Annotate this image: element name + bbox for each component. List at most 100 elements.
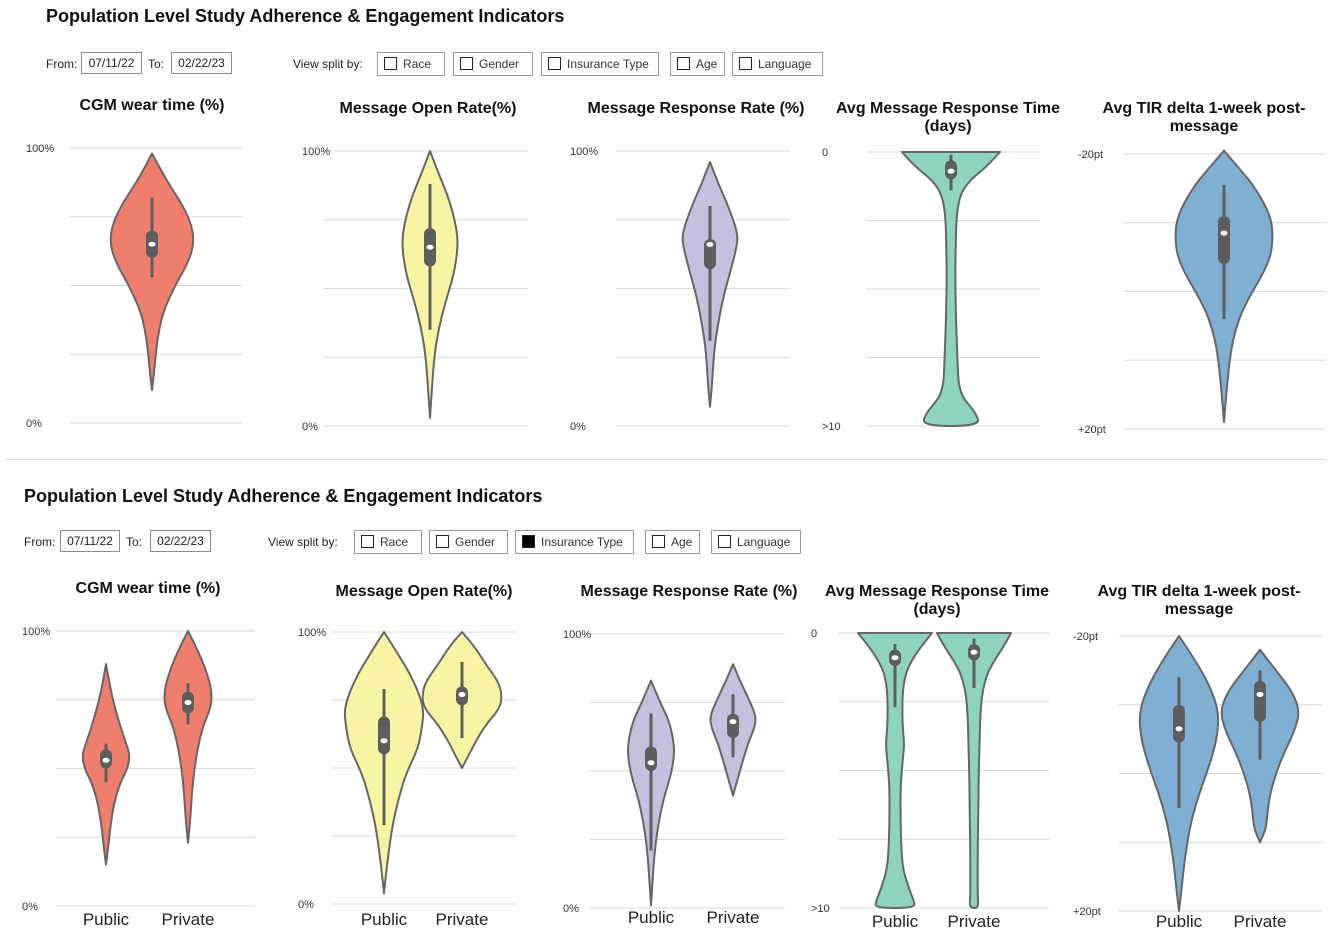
x-category-label: Private — [436, 910, 489, 929]
violin-plot: 100% 0% — [302, 95, 554, 440]
violin-median-marker — [892, 655, 899, 660]
violin-median-marker — [948, 169, 955, 174]
split-gender-checkbox[interactable]: Gender — [453, 52, 533, 76]
split-option-label: Insurance Type — [567, 57, 649, 71]
checkbox-icon — [436, 535, 449, 548]
split-label: View split by: — [293, 57, 363, 71]
split-label: View split by: — [268, 535, 338, 549]
violin-plot: 100% 0% — [26, 95, 278, 440]
x-category-label: Public — [872, 912, 919, 931]
section-divider — [6, 459, 1326, 460]
violin-median-marker — [707, 242, 714, 247]
violin-median-marker — [1221, 231, 1228, 236]
violin-plot: -20pt +20pt — [1078, 95, 1330, 440]
violin-plot: 0>10Public Private — [811, 578, 1063, 935]
to-date-input[interactable]: 02/22/23 — [150, 530, 211, 552]
y-tick-label: 100% — [26, 143, 54, 155]
split-gender-checkbox[interactable]: Gender — [429, 530, 508, 554]
chart-tir-delta-by-insurance: Avg TIR delta 1-week post-message -20pt +… — [1073, 578, 1325, 935]
panel-title: Population Level Study Adherence & Engag… — [24, 486, 542, 507]
checkbox-icon — [718, 535, 731, 548]
chart-message-response-rate-by-insurance: Message Response Rate (%) 100% 0% Public Pr… — [563, 578, 815, 935]
checkbox-icon — [652, 535, 665, 548]
split-language-checkbox[interactable]: Language — [732, 52, 823, 76]
chart-message-open-rate: Message Open Rate(%) 100% 0% — [302, 95, 554, 440]
filter-controls: From: 07/11/22 To: 02/22/23 View split b… — [46, 52, 846, 76]
y-tick-label: -20pt — [1073, 631, 1098, 643]
y-tick-label: 100% — [570, 146, 598, 158]
y-tick-label: 100% — [302, 146, 330, 158]
violin-plot: 100% 0% Public Private — [22, 578, 274, 935]
checkbox-icon — [361, 535, 374, 548]
violin-iqr-box — [727, 713, 739, 738]
split-insurance-type-checkbox[interactable]: Insurance Type — [515, 530, 634, 554]
filter-controls: From: 07/11/22 To: 02/22/23 View split b… — [24, 530, 824, 554]
chart-cgm-wear-time-by-insurance: CGM wear time (%) 100% 0% Public Private — [22, 578, 274, 935]
violin-median-marker — [648, 760, 655, 765]
x-category-label: Public — [361, 910, 408, 929]
violin-median-marker — [730, 719, 737, 724]
x-category-label: Private — [1234, 912, 1287, 931]
y-tick-label: >10 — [822, 421, 841, 433]
y-tick-label: 0 — [822, 147, 828, 159]
violin-median-marker — [103, 758, 110, 763]
from-label: From: — [46, 57, 77, 71]
violin-body — [165, 631, 212, 843]
y-tick-label: 100% — [298, 627, 326, 639]
checkbox-icon — [739, 57, 752, 70]
violin-iqr-box — [1173, 705, 1185, 743]
chart-tir-delta: Avg TIR delta 1-week post-message -20pt +… — [1078, 95, 1330, 440]
y-tick-label: 0% — [298, 899, 314, 911]
violin-plot: -20pt +20pt Public Private — [1073, 578, 1325, 935]
violin-median-marker — [1176, 726, 1183, 731]
split-option-label: Race — [403, 57, 431, 71]
y-tick-label: 100% — [563, 629, 591, 641]
to-label: To: — [148, 57, 164, 71]
split-option-label: Language — [758, 57, 811, 71]
violin-median-marker — [427, 245, 434, 250]
x-category-label: Private — [948, 912, 1001, 931]
from-date-input[interactable]: 07/11/22 — [60, 530, 120, 552]
violin-iqr-box — [1218, 216, 1230, 264]
violin-median-marker — [459, 692, 466, 697]
from-date-input[interactable]: 07/11/22 — [81, 52, 142, 74]
x-category-label: Private — [162, 910, 215, 929]
violin-median-marker — [149, 242, 156, 247]
violin-plot: 100% 0% — [570, 95, 822, 440]
y-tick-label: -20pt — [1078, 149, 1103, 161]
chart-message-open-rate-by-insurance: Message Open Rate(%) 100% 0% Public Private — [298, 578, 550, 935]
violin-median-marker — [185, 700, 192, 705]
split-insurance-type-checkbox[interactable]: Insurance Type — [541, 52, 659, 76]
to-label: To: — [126, 535, 142, 549]
y-tick-label: +20pt — [1078, 424, 1106, 436]
y-tick-label: >10 — [811, 903, 830, 915]
chart-message-response-time: Avg Message Response Time (days) 0 >10 — [822, 95, 1074, 440]
y-tick-label: 0% — [22, 901, 38, 913]
x-category-label: Public — [628, 908, 675, 927]
y-tick-label: 0% — [570, 421, 586, 433]
checkbox-icon — [460, 57, 473, 70]
checkbox-icon — [384, 57, 397, 70]
violin-plot: 0 >10 — [822, 95, 1074, 440]
violin-iqr-box — [378, 716, 390, 754]
split-age-checkbox[interactable]: Age — [645, 530, 700, 554]
x-category-label: Public — [83, 910, 130, 929]
checkbox-icon — [677, 57, 690, 70]
violin-median-marker — [1257, 692, 1264, 697]
y-tick-label: 0% — [302, 421, 318, 433]
split-age-checkbox[interactable]: Age — [670, 52, 725, 76]
chart-message-response-rate: Message Response Rate (%) 100% 0% — [570, 95, 822, 440]
to-date-input[interactable]: 02/22/23 — [171, 52, 232, 74]
violin-plot: 100% 0% Public Private — [298, 578, 550, 935]
y-tick-label: 0% — [563, 903, 579, 915]
split-race-checkbox[interactable]: Race — [377, 52, 445, 76]
split-option-label: Age — [671, 535, 692, 549]
split-language-checkbox[interactable]: Language — [711, 530, 801, 554]
panel-title: Population Level Study Adherence & Engag… — [46, 6, 564, 27]
checkbox-icon — [548, 57, 561, 70]
violin-median-marker — [971, 650, 978, 655]
violin-iqr-box — [1254, 681, 1266, 722]
split-race-checkbox[interactable]: Race — [354, 530, 422, 554]
split-option-label: Gender — [455, 535, 495, 549]
x-category-label: Private — [707, 908, 760, 927]
